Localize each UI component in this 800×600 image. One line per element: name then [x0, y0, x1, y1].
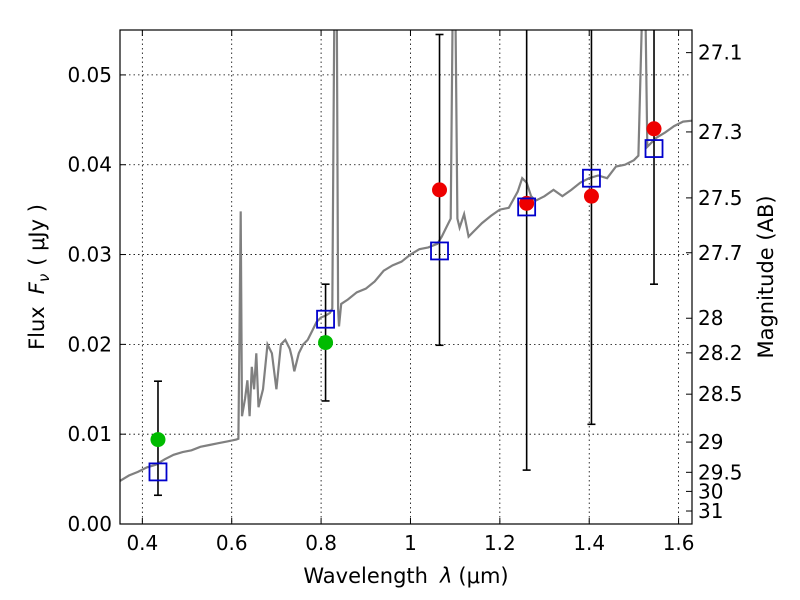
model-point — [582, 168, 601, 188]
y-tick-label: 0.03 — [67, 243, 112, 267]
spectrum-line — [120, 30, 692, 482]
y2-tick-label: 27.5 — [698, 186, 743, 210]
y2-tick-label: 29 — [698, 430, 723, 454]
x-tick-label: 1.6 — [663, 531, 695, 555]
y-tick-label: 0.00 — [67, 512, 112, 536]
y-tick-label: 0.04 — [67, 153, 112, 177]
y2-tick-label: 28 — [698, 306, 723, 330]
x-axis-ticks: 0.4 0.6 0.8 1 1.2 1.4 1.6 — [126, 30, 695, 555]
y2-tick-label: 29.5 — [698, 460, 743, 484]
y2-tick-label: 28.5 — [698, 382, 743, 406]
x-axis-label: Wavelength λ (μm) — [303, 564, 508, 588]
y2-tick-label: 30 — [698, 479, 723, 503]
x-tick-label: 0.6 — [216, 531, 248, 555]
observed-point — [150, 432, 166, 448]
observed-point — [646, 121, 662, 137]
y-axis-ticks: 0.00 0.01 0.02 0.03 0.04 0.05 — [67, 63, 126, 536]
observed-points — [150, 121, 662, 448]
model-point — [316, 309, 335, 329]
observed-point — [583, 188, 599, 204]
observed-point — [432, 182, 448, 198]
observed-point — [318, 335, 334, 351]
x-tick-label: 0.8 — [305, 531, 337, 555]
y-tick-label: 0.05 — [67, 63, 112, 87]
y-tick-label: 0.02 — [67, 332, 112, 356]
y2-tick-label: 27.3 — [698, 120, 743, 144]
observed-point — [519, 195, 535, 211]
y2-tick-label: 28.2 — [698, 341, 743, 365]
x-tick-label: 0.4 — [126, 531, 158, 555]
x-tick-label: 1.2 — [484, 531, 516, 555]
plot-background — [120, 30, 692, 524]
model-point — [148, 462, 168, 482]
y2-tick-label: 27.7 — [698, 241, 743, 265]
model-points — [148, 139, 664, 482]
y2-tick-label: 31 — [698, 499, 723, 523]
x-tick-label: 1.4 — [573, 531, 605, 555]
y2-axis-label: Magnitude (AB) — [754, 195, 778, 358]
y-tick-label: 0.01 — [67, 422, 112, 446]
y2-tick-label: 27.1 — [698, 41, 743, 65]
y-axis-label: FluxFν( μJy ) — [25, 204, 53, 350]
model-point — [430, 241, 449, 261]
x-tick-label: 1 — [404, 531, 417, 555]
model-point — [517, 197, 537, 217]
model-point — [644, 139, 664, 158]
plot-frame — [119, 29, 693, 525]
